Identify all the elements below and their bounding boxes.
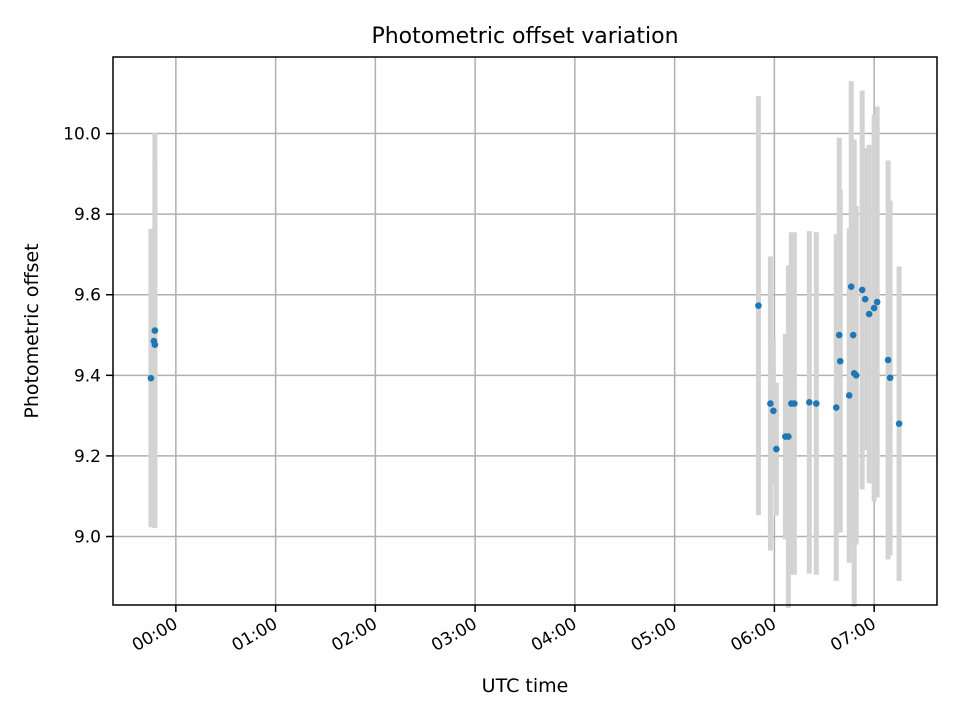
data-point (895, 420, 903, 427)
data-point (870, 304, 878, 312)
data-point (785, 433, 792, 440)
data-point (832, 404, 840, 411)
data-point (755, 302, 762, 309)
data-point (858, 286, 866, 294)
data-point (873, 298, 881, 306)
y-tick-label: 9.8 (74, 205, 101, 225)
x-axis-label: UTC time (482, 675, 569, 697)
data-point (151, 341, 159, 349)
y-tick-label: 9.4 (74, 366, 101, 386)
data-point (886, 374, 894, 382)
data-point (773, 445, 780, 453)
data-point (767, 400, 774, 407)
data-point (847, 283, 855, 290)
plot-area-frame (112, 56, 938, 606)
data-point (849, 331, 857, 339)
y-tick-label: 10.0 (63, 125, 101, 145)
data-point (791, 400, 798, 407)
data-point (865, 310, 873, 318)
chart-title: Photometric offset variation (371, 24, 678, 49)
y-axis-label: Photometric offset (21, 243, 43, 418)
y-tick-label: 9.0 (74, 528, 101, 548)
data-point (806, 399, 813, 406)
data-point (812, 400, 820, 407)
y-tick-label: 9.6 (74, 286, 101, 306)
data-point (151, 327, 159, 334)
data-point (884, 356, 892, 364)
data-point (852, 372, 860, 379)
y-tick-label: 9.2 (74, 447, 101, 467)
data-point (845, 392, 853, 399)
data-point (770, 407, 777, 415)
data-point (835, 331, 843, 339)
data-point (861, 295, 869, 303)
data-point (147, 374, 155, 382)
data-point (836, 357, 844, 365)
data-points (147, 283, 903, 453)
